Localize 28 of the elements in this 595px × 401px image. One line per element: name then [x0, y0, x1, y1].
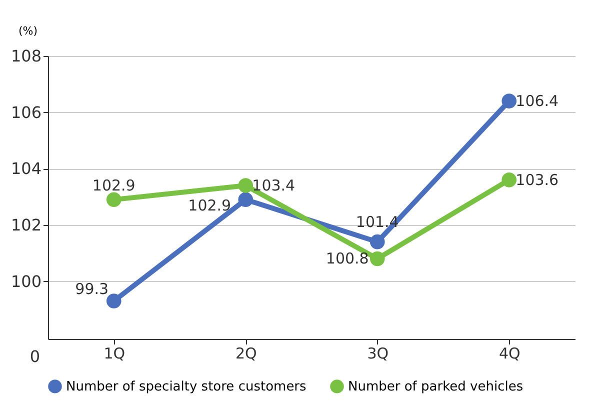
legend-label: Number of parked vehicles — [348, 379, 524, 394]
y-axis-title: (%) — [18, 24, 38, 38]
point — [106, 294, 122, 308]
point — [106, 192, 122, 208]
point — [502, 172, 517, 188]
x-tick-label: 2Q — [235, 344, 257, 362]
y-tick-label: 104 — [10, 159, 42, 178]
legend-label: Number of specialty store customers — [66, 379, 307, 394]
data-label: 99.3 — [75, 280, 109, 298]
y-tick-label: 108 — [10, 46, 42, 66]
x-tick-label: 3Q — [367, 344, 389, 362]
text: 0 — [30, 347, 40, 366]
x-tick-label: 1Q — [104, 344, 126, 362]
y-tick-label: 106 — [10, 102, 42, 122]
point — [238, 178, 254, 193]
point — [238, 192, 254, 208]
point — [370, 234, 385, 250]
point — [502, 94, 517, 108]
y-tick-label: 100 — [10, 272, 42, 291]
y-tick-label: 102 — [10, 215, 42, 234]
x-tick-label: 4Q — [498, 344, 520, 362]
data-label: 102.9 — [92, 176, 136, 195]
data-label: 103.4 — [252, 176, 296, 195]
data-label: 100.8 — [326, 250, 369, 268]
data-label: 102.9 — [188, 196, 232, 215]
data-label: 106.4 — [516, 92, 559, 110]
point — [370, 251, 385, 266]
data-label: 103.6 — [516, 170, 559, 189]
